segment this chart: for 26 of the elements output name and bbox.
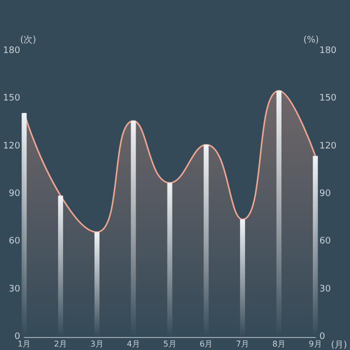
y-tick-label: 60 — [8, 236, 20, 247]
x-tick-label: 8月 — [272, 340, 286, 348]
y-tick-label: 30 — [8, 284, 20, 294]
y2-axis-title: (%) — [303, 36, 319, 46]
x-axis-title: (月) — [330, 340, 348, 350]
y2-tick-label: 90 — [319, 189, 332, 199]
x-tick-label: 2月 — [54, 340, 68, 348]
x-tick-label: 9月 — [308, 340, 322, 348]
y-tick-label: 0 — [14, 332, 20, 342]
x-tick-label: 7月 — [236, 340, 250, 348]
y-tick-label: 90 — [8, 189, 20, 199]
y2-tick-label: 30 — [319, 284, 332, 294]
y-tick-label: 150 — [2, 94, 20, 104]
y-axis-title: (次) — [20, 34, 36, 46]
x-tick-label: 4月 — [126, 340, 140, 348]
x-tick-label: 1月 — [18, 340, 31, 348]
x-tick-label: 3月 — [90, 340, 104, 348]
x-tick-label: 5月 — [163, 340, 176, 348]
y2-tick-label: 0 — [319, 332, 326, 342]
y2-tick-label: 60 — [319, 236, 332, 247]
y-tick-label: 180 — [2, 46, 20, 56]
x-tick-label: 6月 — [200, 340, 213, 348]
y2-tick-label: 150 — [319, 94, 337, 104]
y-tick-label: 120 — [2, 141, 20, 152]
y2-tick-label: 120 — [319, 141, 337, 152]
y2-tick-label: 180 — [319, 46, 337, 56]
